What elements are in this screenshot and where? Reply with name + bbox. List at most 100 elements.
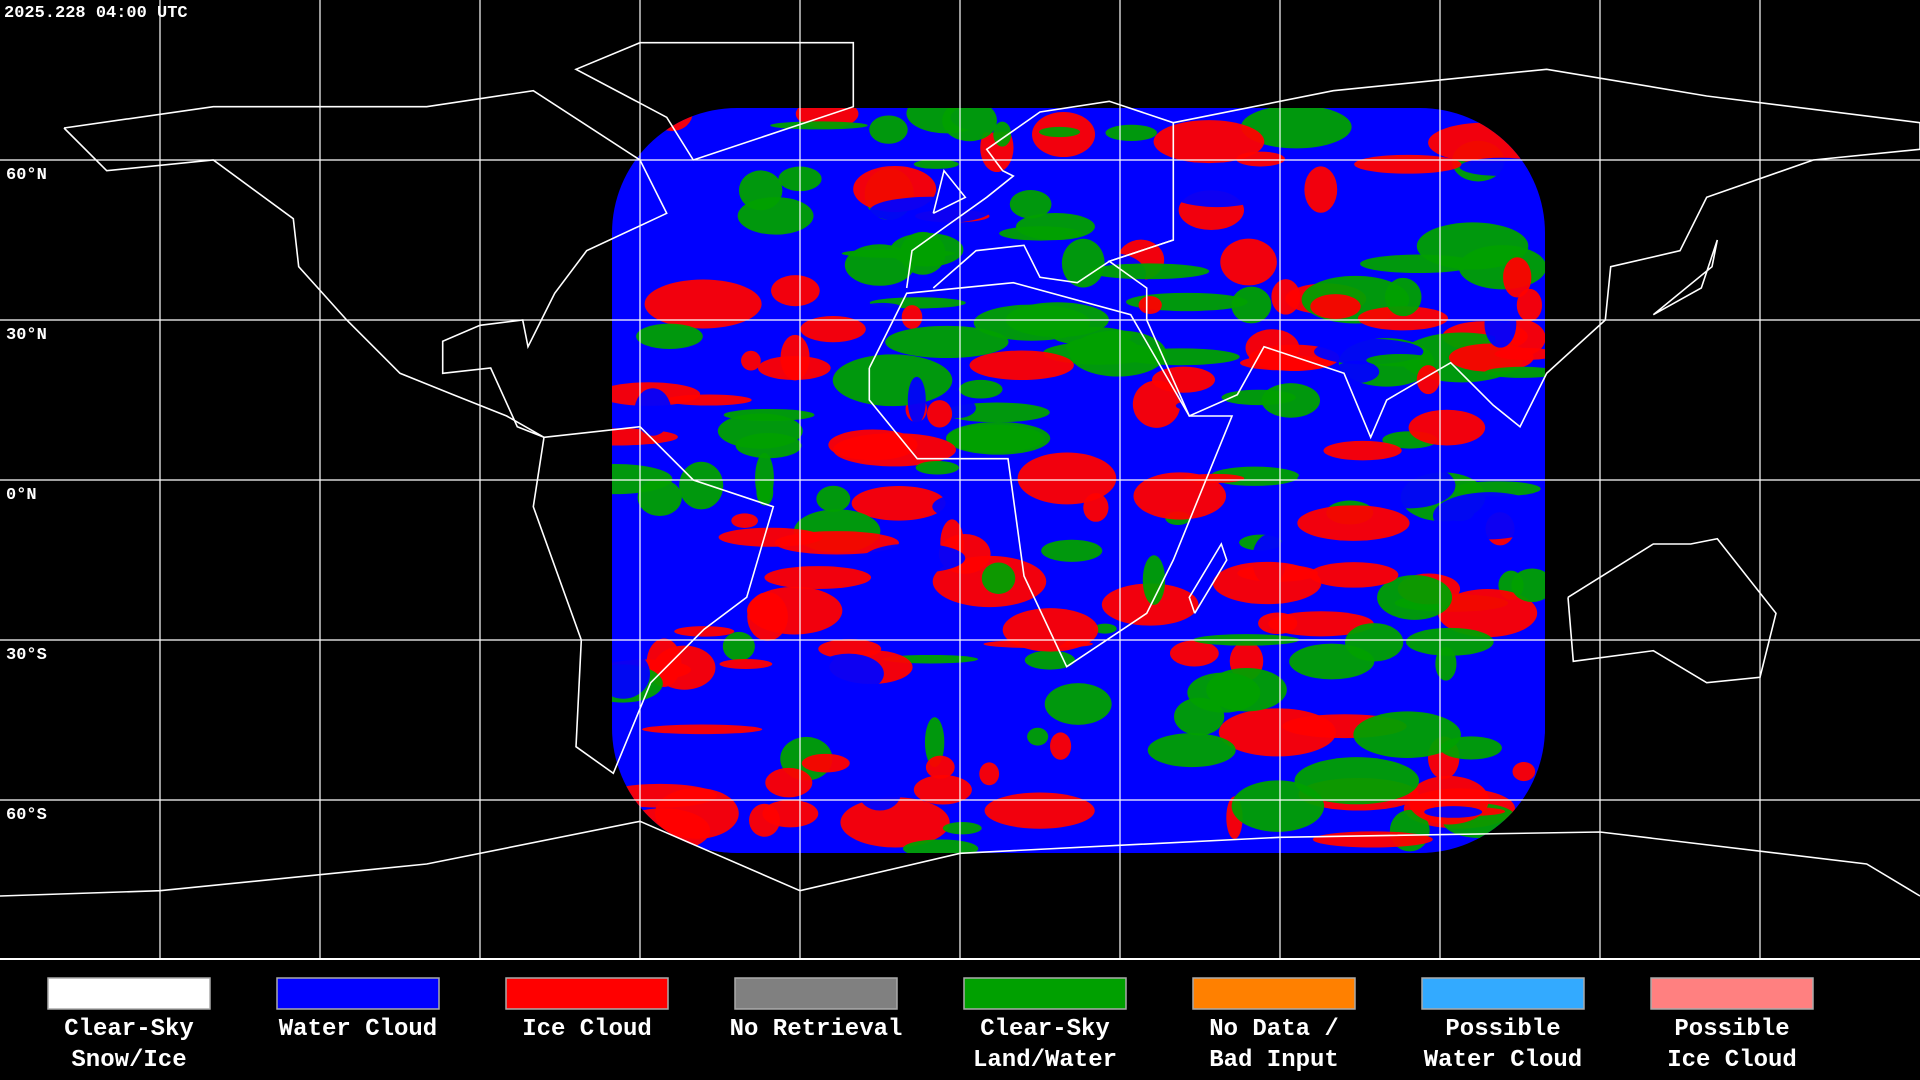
coastline [905,100,1175,289]
cloud-blob [1312,831,1433,848]
cloud-blob [869,115,908,144]
cloud-blob [634,388,672,436]
cloud-blob [885,325,1009,359]
cloud-blob [1354,154,1462,174]
cloud-blob [1310,294,1361,319]
legend-swatch [963,977,1127,1010]
cloud-blob [958,379,1003,399]
cloud-blob [1212,561,1322,605]
cloud-blob [1231,286,1272,324]
coastline [932,168,967,215]
cloud-blob [722,631,755,661]
cloud-blob [1295,468,1325,511]
cloud-blob [1050,732,1072,760]
cloud-blob [1133,472,1227,520]
cloud-blob [981,562,1016,594]
cloud-blob [832,354,953,407]
coastline [1567,537,1777,684]
cloud-blob [747,586,843,635]
cloud-blob [1142,555,1166,605]
cloud-blob [828,429,918,461]
cloud-blob [718,527,823,547]
legend-swatch [1192,977,1356,1010]
cloud-blob [1231,780,1325,832]
cloud-blob [1161,165,1274,208]
cloud-blob [1511,568,1545,603]
cloud-blob [926,400,953,428]
timestamp: 2025.228 04:00 UTC [4,4,188,23]
cloud-blob [755,452,774,504]
cloud-blob [913,159,959,169]
cloud-blob [1440,736,1502,760]
cloud-blob [635,230,661,272]
cloud-blob [801,753,850,773]
cloud-blob [1261,383,1321,418]
cloud-blob [1432,492,1545,540]
cloud-blob [1137,784,1171,818]
legend-label: No Retrieval [730,1016,903,1043]
coastline [1107,68,1920,440]
cloud-blob [1353,711,1461,758]
cloud-blob [999,226,1082,241]
cloud-blob [901,305,923,330]
legend-label: Ice Cloud [1667,1047,1797,1074]
cloud-blob [612,649,650,699]
cloud-blob [1169,640,1219,667]
cloud-blob [1009,190,1052,219]
cloud-blob [1377,575,1453,620]
cloud-blob [764,566,872,590]
cloud-blob [1088,263,1210,280]
cloud-blob [1093,623,1117,634]
cloud-blob [642,724,763,735]
cloud-blob [851,485,946,521]
legend-label: Possible [1674,1016,1789,1043]
legend-label: Water Cloud [1424,1047,1582,1074]
latitude-label: 30°N [6,326,47,345]
cloud-blob [993,121,1012,147]
cloud-blob [1105,124,1157,141]
cloud-blob [1061,238,1105,288]
cloud-blob [844,244,915,286]
cloud-blob [1115,804,1221,841]
cloud-blob [762,799,819,828]
latitude-label: 30°S [6,646,47,665]
cloud-blob [813,653,884,694]
cloud-blob [1268,611,1374,637]
cloud-blob [770,121,868,130]
cloud-blob [636,323,703,350]
cloud-blob [719,659,773,670]
cloud-blob [1408,409,1486,446]
cloud-blob [1038,126,1081,138]
cloud-blob [1044,683,1112,725]
cloud-blob [1017,452,1117,505]
cloud-blob [654,788,739,839]
legend-swatch [1421,977,1585,1010]
coastline [0,820,1920,897]
cloud-blob [907,376,926,424]
cloud-blob [765,767,813,798]
cloud-blob [1184,473,1245,484]
cloud-blob [984,792,1095,829]
cloud-blob [869,196,992,225]
cloud-blob [979,762,1000,786]
cloud-blob [1484,366,1545,378]
cloud-blob [1294,757,1420,805]
cloud-blob [1416,222,1529,270]
coastline [1188,542,1228,614]
legend-label: Ice Cloud [522,1016,652,1043]
cloud-blob [1297,505,1410,541]
cloud-blob [771,275,820,307]
latitude-labels: 60°N 30°N 0°N 30°S 60°S [6,166,47,825]
cloud-blob [816,485,851,512]
cloud-blob [1240,108,1352,149]
cloud-blob [1503,257,1532,298]
cloud-blob [1320,374,1396,425]
cloud-blob [741,350,761,371]
latitude-label: 60°S [6,806,47,825]
coastline [532,425,775,775]
latitude-label: 60°N [6,166,47,185]
cloud-blob [1357,306,1449,331]
cloud-blob [1138,296,1162,314]
legend-label: Clear-Sky [64,1016,194,1043]
